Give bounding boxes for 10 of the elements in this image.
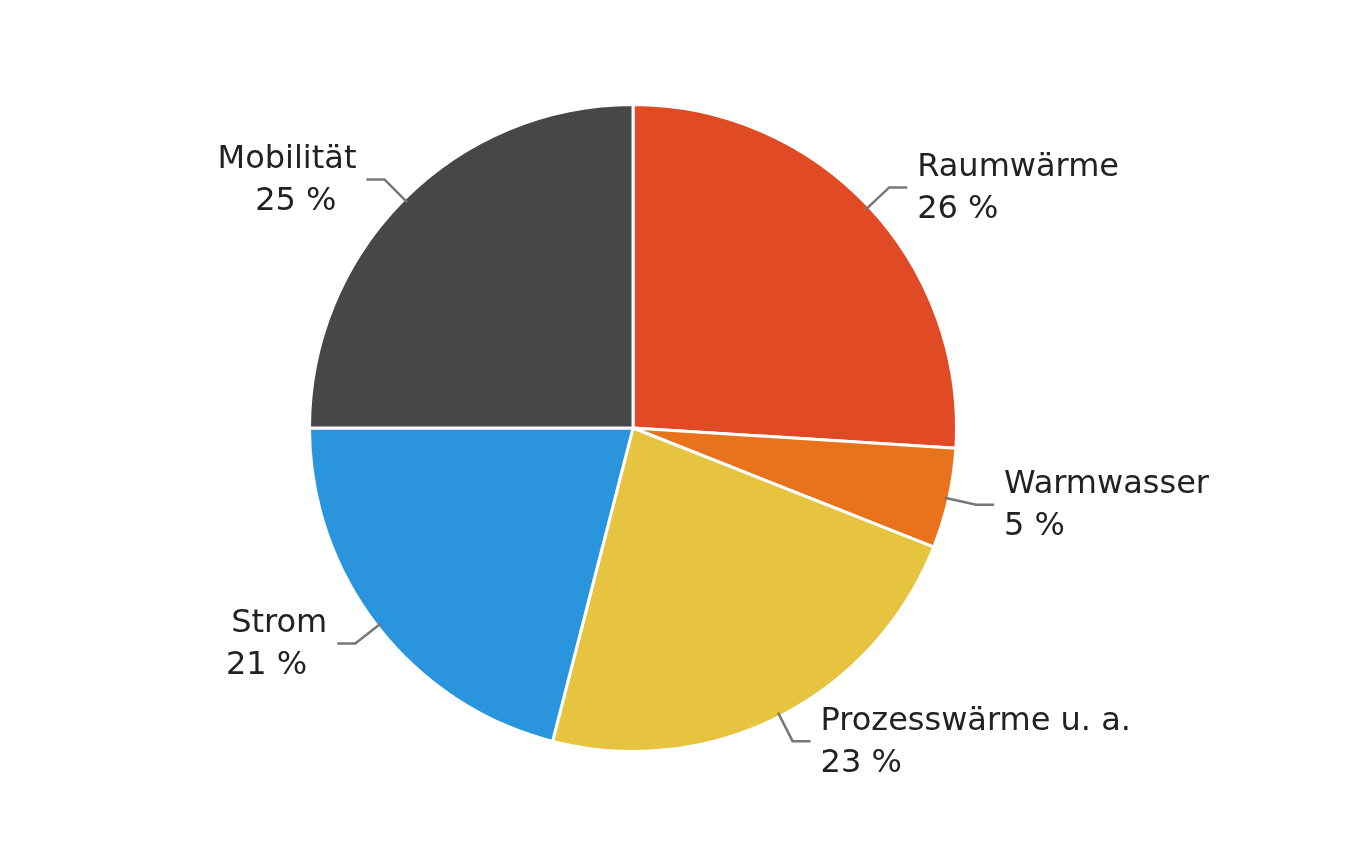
data-label: 26 %: [917, 187, 999, 226]
data-label: 21 %: [225, 643, 308, 682]
slice-label: Warmwasser: [1004, 462, 1210, 501]
data-label: 5 %: [1004, 504, 1065, 543]
slice-label: Prozesswärme u. a.: [820, 699, 1131, 738]
data-label: 25 %: [255, 179, 337, 218]
data-label: 23 %: [820, 741, 902, 780]
slice-label: Mobilität: [217, 137, 357, 176]
slice-label: Strom: [231, 601, 328, 640]
slice-label: Raumwärme: [917, 145, 1120, 184]
